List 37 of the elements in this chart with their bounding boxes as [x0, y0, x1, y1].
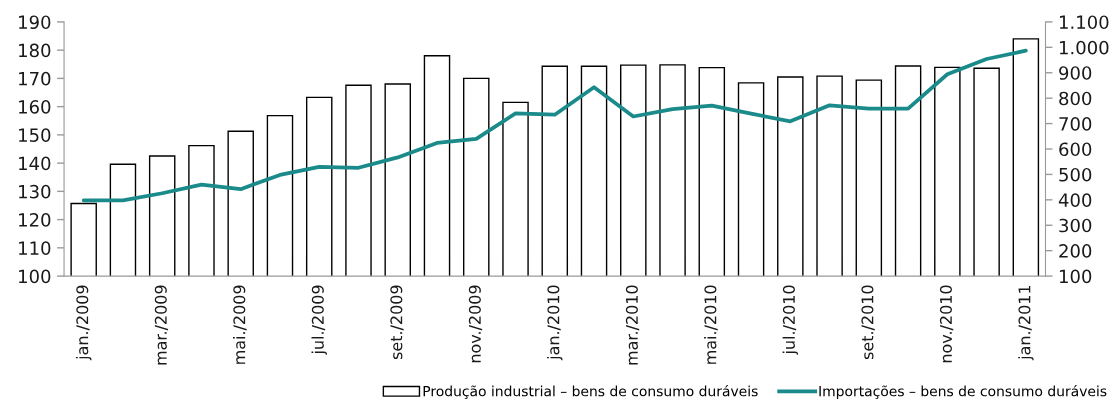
x-tick-label: jan./2010 [547, 285, 563, 361]
y-tick-label: 150 [19, 128, 51, 142]
legend-label: Produção industrial – bens de consumo duráveis [423, 385, 758, 399]
x-tick-label: set./2009 [390, 285, 404, 360]
y2-tick-label: 800 [1059, 91, 1092, 106]
y-tick-label: 140 [19, 156, 51, 171]
y2-tick-label: 200 [1059, 244, 1092, 258]
y-tick-label: 130 [19, 184, 51, 199]
y-tick-label: 160 [19, 100, 51, 114]
y2-tick-label: 500 [1059, 167, 1092, 182]
y2-tick-label: 300 [1059, 218, 1092, 233]
x-tick-label: mar./2009 [154, 285, 169, 365]
y-tick-label: 100 [19, 269, 51, 284]
y-tick-label: 120 [19, 213, 51, 227]
x-tick-label: mar./2010 [625, 285, 640, 365]
x-tick-label: jan./2011 [1018, 285, 1034, 361]
x-tick-label: nov./2009 [468, 285, 483, 363]
y2-tick-label: 1.100 [1059, 15, 1109, 30]
y2-tick-label: 400 [1058, 193, 1092, 207]
y-tick-label: 180 [19, 43, 51, 58]
y2-tick-label: 100 [1059, 269, 1092, 284]
x-tick-label: mai./2009 [232, 285, 247, 364]
line-series [81, 48, 1028, 203]
x-tick-label: set./2010 [861, 285, 875, 360]
y2-tick-label: 1.000 [1059, 40, 1109, 55]
legend-label: Importações – bens de consumo duráveis [819, 385, 1107, 400]
y2-tick-label: 700 [1059, 117, 1092, 131]
x-tick-label: jul./2009 [311, 285, 327, 355]
x-tick-label: mai./2010 [704, 285, 718, 364]
x-tick-label: jul./2010 [782, 285, 799, 355]
y2-tick-label: 900 [1059, 66, 1092, 80]
y2-tick-label: 600 [1059, 142, 1092, 157]
x-tick-label: jan./2009 [75, 285, 92, 361]
y-tick-label: 110 [19, 241, 51, 255]
y-tick-label: 190 [19, 15, 51, 30]
x-tick-label: nov./2010 [939, 285, 954, 363]
y-tick-label: 170 [19, 71, 51, 86]
